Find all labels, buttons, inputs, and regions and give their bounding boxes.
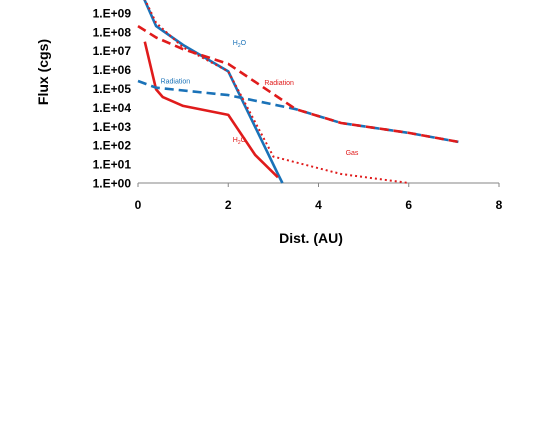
y-tick-label: 1.E+05: [93, 82, 132, 96]
series-line-red-dotted: [144, 0, 409, 184]
series-line-blue-solid: [143, 0, 284, 184]
x-axis-title: Dist. (AU): [279, 230, 343, 246]
y-tick-label: 1.E+09: [93, 6, 132, 20]
y-tick-label: 1.E+02: [93, 139, 132, 153]
y-tick-label: 1.E+00: [93, 177, 132, 191]
series-lines: [137, 0, 459, 184]
x-tick-labels: 0 2 4 6 8: [135, 198, 503, 212]
x-tick-label: 8: [496, 198, 503, 212]
annotation-label: Radiation: [264, 80, 294, 87]
series-line-blue-dashed: [137, 79, 459, 144]
annotations: H2O Radiation Radiation H2O Gas: [161, 40, 359, 157]
y-tick-label: 1.E+07: [93, 44, 132, 58]
x-tick-label: 4: [315, 198, 322, 212]
y-tick-label: 1.E+04: [93, 101, 132, 115]
x-tick-label: 6: [405, 198, 412, 212]
y-tick-label: 1.E+08: [93, 25, 132, 39]
y-tick-label: 1.E+03: [93, 120, 132, 134]
annotation-label: Gas: [346, 150, 359, 157]
series-line-red-solid: [143, 41, 279, 179]
y-tick-labels: 1.E+00 1.E+01 1.E+02 1.E+03 1.E+04 1.E+05 1.E+…: [93, 6, 132, 190]
y-tick-label: 1.E+06: [93, 63, 132, 77]
x-tick-label: 0: [135, 198, 142, 212]
annotation-label: Radiation: [161, 79, 191, 86]
x-tick-marks: [137, 183, 500, 187]
annotation-label: H2O: [233, 40, 247, 49]
annotation-label: H2O: [233, 137, 247, 146]
y-axis-title: Flux (cgs): [35, 39, 51, 105]
x-tick-label: 2: [225, 198, 232, 212]
series-line-red-dashed: [137, 24, 459, 144]
y-tick-label: 1.E+01: [93, 158, 132, 172]
